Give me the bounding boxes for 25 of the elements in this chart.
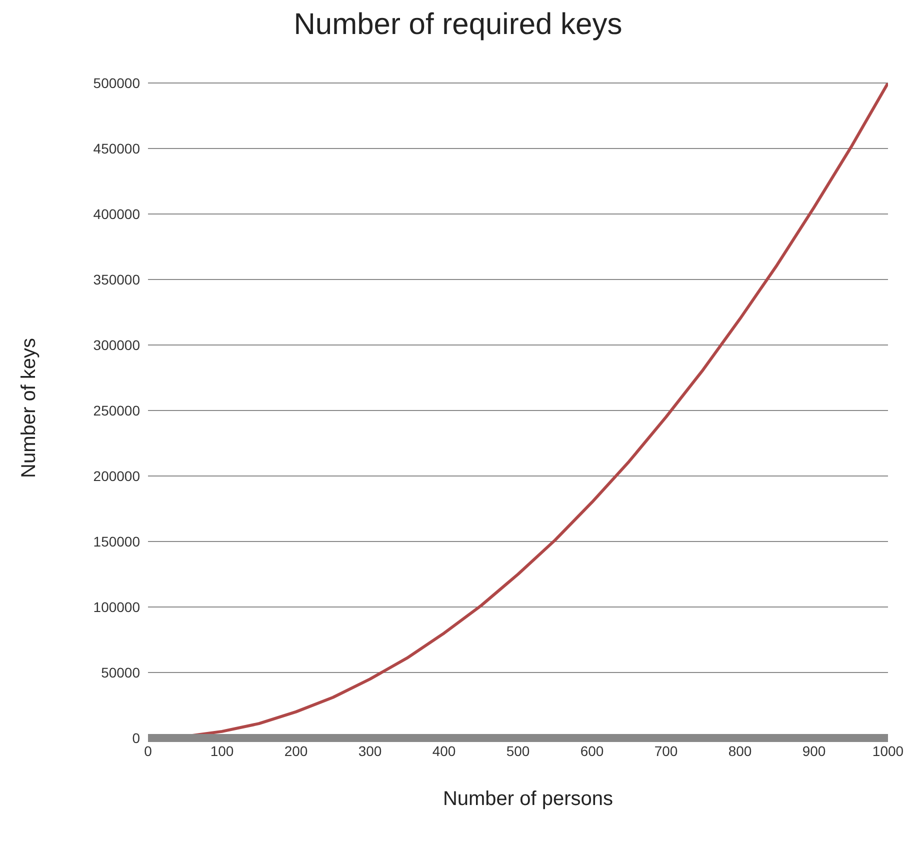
y-tick-label: 250000	[93, 402, 140, 418]
y-tick-label: 500000	[93, 74, 140, 91]
x-tick-label: 1000	[872, 742, 904, 759]
y-tick-label: 0	[132, 730, 140, 746]
x-tick-label: 0	[144, 742, 152, 759]
x-axis-title: Number of persons	[442, 788, 614, 811]
y-tick-label: 300000	[93, 336, 140, 353]
y-tick-label: 400000	[93, 206, 140, 222]
y-axis-title: Number of keys	[18, 338, 40, 478]
y-tick-label: 50000	[101, 664, 140, 680]
y-tick-label: 150000	[93, 533, 140, 550]
x-tick-label: 700	[654, 742, 678, 759]
x-tick-label: 200	[284, 742, 308, 759]
x-tick-label: 500	[506, 742, 530, 759]
y-tick-label: 450000	[93, 140, 140, 156]
y-tick-label: 200000	[93, 468, 140, 484]
x-tick-label: 900	[802, 742, 826, 759]
x-tick-label: 100	[210, 742, 234, 759]
y-tick-label: 100000	[93, 598, 140, 615]
x-tick-label: 300	[358, 742, 382, 759]
y-tick-label: 350000	[93, 271, 140, 288]
chart-title: Number of required keys	[292, 8, 624, 43]
x-tick-label: 400	[432, 742, 456, 759]
x-tick-label: 600	[580, 742, 604, 759]
x-tick-label: 800	[728, 742, 752, 759]
